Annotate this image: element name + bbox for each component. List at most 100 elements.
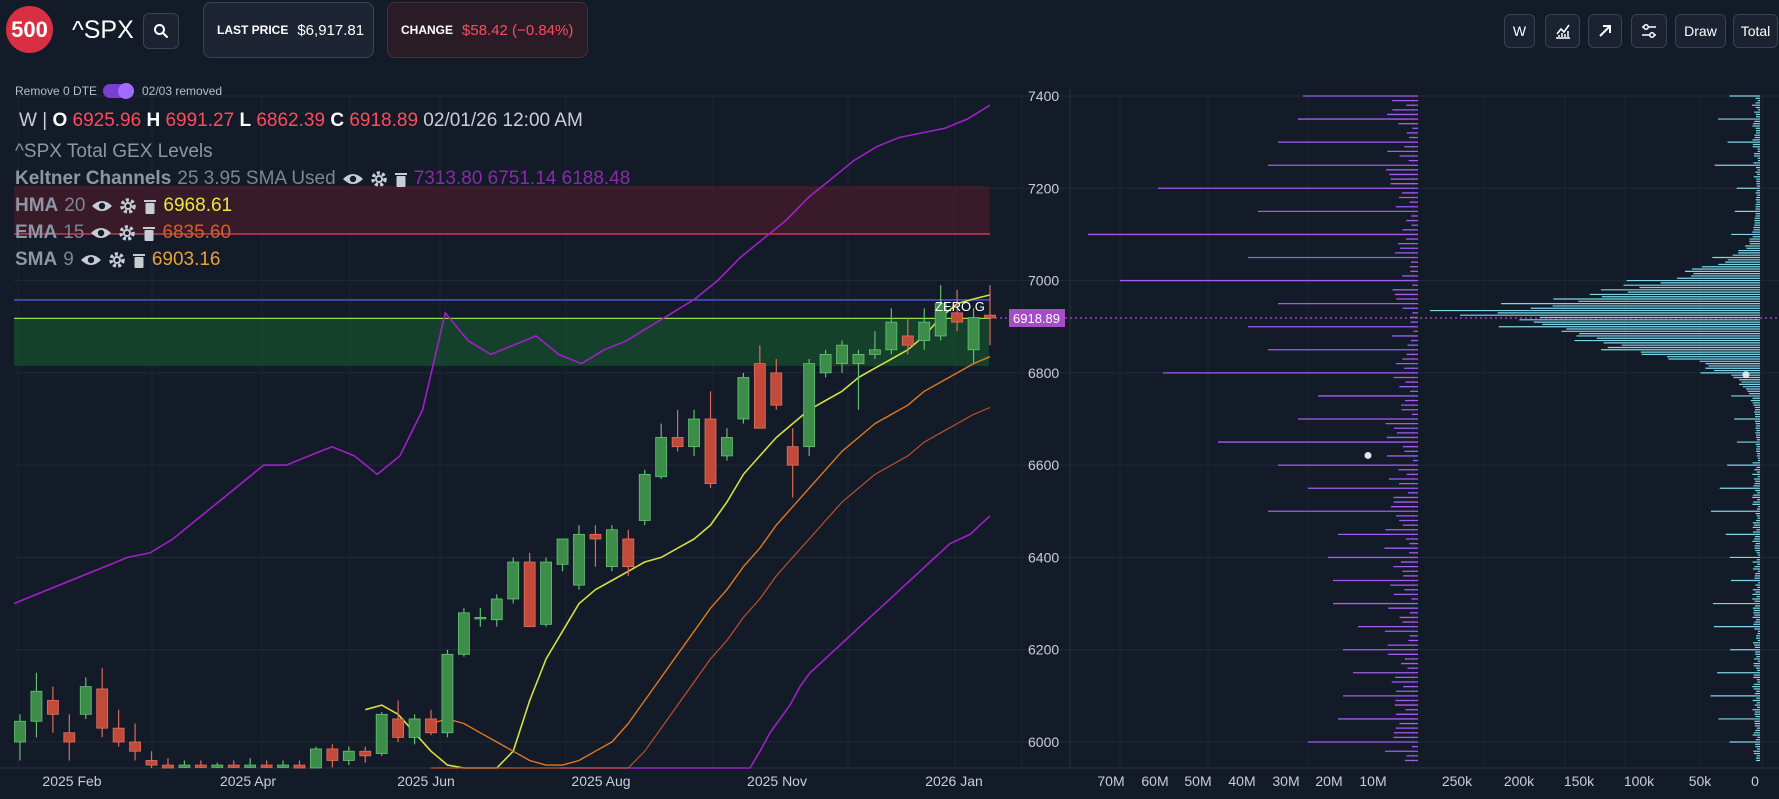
index-logo[interactable]: 500 bbox=[6, 6, 53, 53]
ema-value: 6835.60 bbox=[162, 222, 232, 243]
gear-icon[interactable] bbox=[118, 224, 136, 242]
ohlc-datetime: 02/01/26 12:00 AM bbox=[423, 110, 583, 131]
last-price-box: LAST PRICE $6,917.81 bbox=[203, 2, 374, 58]
gex-left-tick-label: 10M bbox=[1359, 773, 1386, 789]
gex-left-tick-label: 40M bbox=[1228, 773, 1255, 789]
candle-body bbox=[688, 418, 700, 448]
candle bbox=[507, 557, 520, 604]
candle-body bbox=[819, 353, 832, 374]
candle-body bbox=[901, 335, 914, 346]
candle bbox=[112, 709, 125, 747]
keltner-legend: Keltner Channels 25 3.95 SMA Used 7313.8… bbox=[15, 168, 630, 190]
gex-right-tick-label: 100k bbox=[1624, 773, 1655, 789]
ohlc-c-label: C bbox=[330, 110, 345, 131]
gex-marker-left bbox=[1364, 451, 1372, 459]
gex-left-tick-label: 50M bbox=[1184, 773, 1211, 789]
eye-icon[interactable] bbox=[80, 252, 102, 268]
candle bbox=[967, 308, 980, 364]
gear-icon[interactable] bbox=[370, 170, 388, 188]
gex-right-tick-label: 250k bbox=[1442, 773, 1473, 789]
candle bbox=[342, 746, 355, 766]
candle-body bbox=[704, 418, 717, 484]
candle-body bbox=[112, 727, 125, 743]
settings-button[interactable] bbox=[1631, 14, 1667, 48]
search-button[interactable] bbox=[143, 13, 179, 49]
candle-body bbox=[457, 612, 470, 655]
candle bbox=[605, 525, 618, 572]
candle-body bbox=[573, 533, 585, 586]
candle bbox=[96, 668, 109, 738]
trash-icon[interactable] bbox=[143, 198, 157, 215]
ohlc-legend: W | O 6925.96 H 6991.27 L 6862.39 C 6918… bbox=[19, 110, 583, 132]
gex-left-tick-label: 20M bbox=[1315, 773, 1342, 789]
sma-params: 9 bbox=[63, 249, 74, 270]
interval-button[interactable]: W bbox=[1504, 14, 1535, 48]
candle bbox=[852, 349, 865, 410]
candle-body bbox=[441, 653, 454, 734]
hma-value: 6968.61 bbox=[163, 195, 233, 216]
price-tick-label: 6600 bbox=[1028, 457, 1059, 473]
candle bbox=[260, 760, 273, 768]
candle-body bbox=[211, 764, 224, 768]
gex-right-tick-label: 200k bbox=[1504, 773, 1535, 789]
candle bbox=[129, 723, 141, 761]
candle bbox=[704, 391, 717, 489]
time-tick-label: 2025 Aug bbox=[571, 773, 630, 789]
time-tick-label: 2025 Jun bbox=[397, 773, 455, 789]
ohlc-low: 6862.39 bbox=[256, 110, 326, 131]
gear-icon[interactable] bbox=[108, 251, 126, 269]
candle bbox=[951, 289, 964, 332]
total-button[interactable]: Total bbox=[1733, 14, 1778, 48]
indicators-button[interactable] bbox=[1545, 14, 1580, 48]
gex-histogram-left bbox=[1088, 95, 1418, 762]
candle bbox=[523, 552, 536, 628]
trash-icon[interactable] bbox=[132, 252, 146, 269]
candle bbox=[490, 594, 503, 627]
trash-icon[interactable] bbox=[394, 171, 408, 188]
candle bbox=[310, 746, 322, 769]
search-icon bbox=[154, 24, 168, 38]
eye-icon[interactable] bbox=[91, 198, 113, 214]
gex-right-tick-label: 0 bbox=[1751, 773, 1759, 789]
remove-0dte-toggle[interactable] bbox=[103, 83, 134, 99]
keltner-name: Keltner Channels bbox=[15, 168, 172, 189]
change-label: CHANGE bbox=[401, 23, 454, 37]
candle bbox=[803, 359, 816, 456]
candle bbox=[901, 317, 914, 355]
toggle-knob bbox=[118, 83, 134, 99]
time-axis: 2025 Feb 2025 Apr 2025 Jun 2025 Aug 2025 Nov… bbox=[42, 773, 982, 789]
time-tick-label: 2025 Feb bbox=[42, 773, 101, 789]
ohlc-sep: | bbox=[42, 110, 48, 131]
eye-icon[interactable] bbox=[342, 171, 364, 187]
change-value: $58.42 (−0.84%) bbox=[462, 21, 574, 39]
eye-icon[interactable] bbox=[90, 225, 112, 241]
candle-body bbox=[737, 377, 750, 420]
draw-button[interactable]: Draw bbox=[1675, 14, 1726, 48]
candle-body bbox=[30, 690, 43, 722]
price-tick-label: 7400 bbox=[1028, 88, 1059, 104]
candle bbox=[162, 758, 174, 769]
ohlc-h-label: H bbox=[146, 110, 161, 131]
candle-body bbox=[721, 437, 733, 457]
trash-icon[interactable] bbox=[142, 225, 156, 242]
last-price-tag-text: 6918.89 bbox=[1013, 311, 1060, 326]
gex-left-tick-label: 70M bbox=[1097, 773, 1124, 789]
trend-button[interactable] bbox=[1588, 14, 1622, 48]
candle bbox=[293, 760, 306, 769]
price-tick-label: 7200 bbox=[1028, 180, 1059, 196]
candle-body bbox=[507, 561, 520, 600]
candle bbox=[786, 428, 799, 498]
candle bbox=[46, 686, 59, 733]
gear-icon[interactable] bbox=[119, 197, 137, 215]
ema-name: EMA bbox=[15, 222, 58, 243]
candle-body bbox=[310, 748, 322, 769]
candle bbox=[474, 608, 487, 627]
candle bbox=[63, 714, 76, 761]
ohlc-open: 6925.96 bbox=[72, 110, 142, 131]
candle bbox=[688, 409, 700, 456]
sliders-icon bbox=[1642, 24, 1656, 38]
ohlc-l-label: L bbox=[239, 110, 252, 131]
candle bbox=[359, 746, 372, 763]
